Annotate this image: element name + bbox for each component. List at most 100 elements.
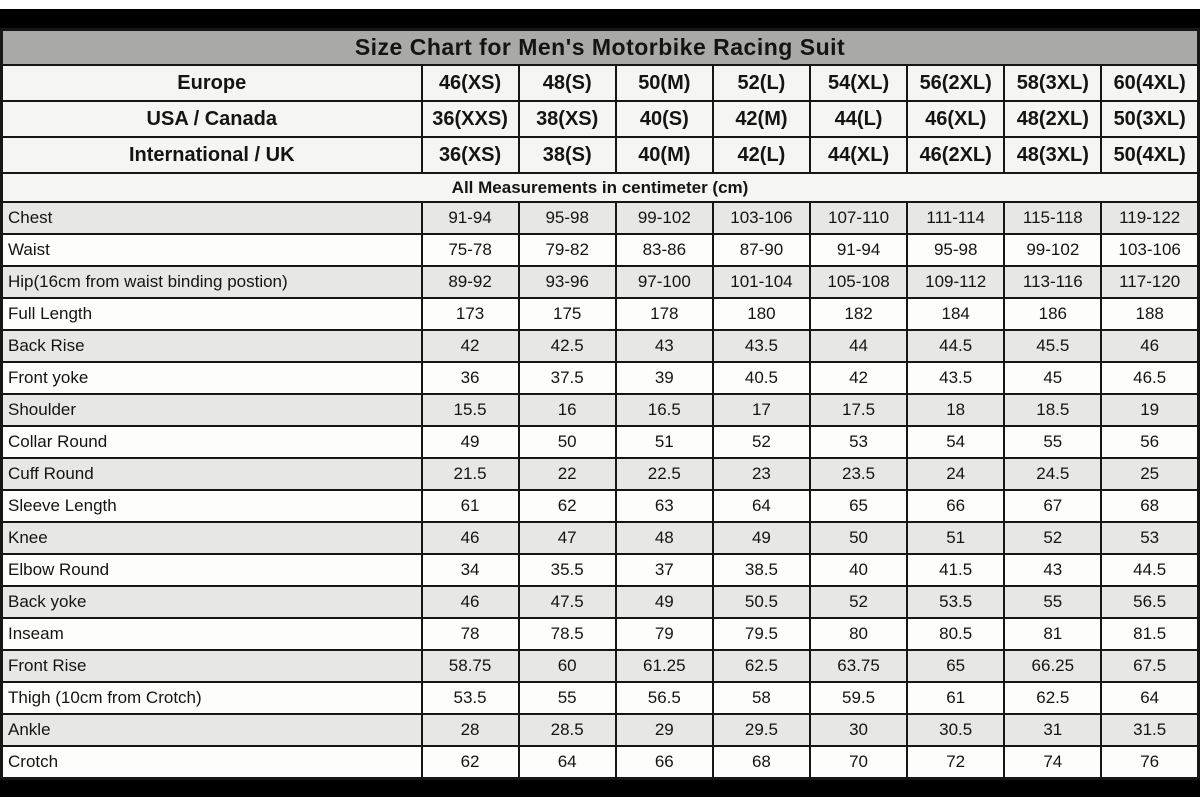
- measurement-value-cell: 44.5: [1100, 553, 1200, 587]
- measurement-value-cell: 67.5: [1100, 649, 1200, 683]
- table-row: Crotch 62 64 66 68 70 72 74 76: [0, 745, 1200, 780]
- measurement-value-cell: 67: [1003, 489, 1103, 523]
- measurement-value-cell: 31: [1003, 713, 1103, 747]
- measurement-value-cell: 62: [420, 745, 520, 780]
- measurement-value-cell: 30.5: [906, 713, 1006, 747]
- top-black-bar: [0, 9, 1200, 28]
- size-system-label: USA / Canada: [0, 100, 423, 138]
- measurement-value-cell: 46: [1100, 329, 1200, 363]
- measurement-value-cell: 61.25: [614, 649, 714, 683]
- measurement-value-cell: 62.5: [711, 649, 812, 683]
- measurement-value-cell: 22.5: [614, 457, 714, 491]
- measurement-value-cell: 87-90: [711, 233, 812, 267]
- size-cell: 46(XS): [420, 64, 520, 102]
- table-row: Back yoke 46 47.5 49 50.5 52 53.5 55 56.5: [0, 585, 1200, 619]
- size-cell: 50(4XL): [1100, 136, 1200, 174]
- measurement-value-cell: 63: [614, 489, 714, 523]
- measurement-value-cell: 95-98: [517, 201, 617, 235]
- measurement-value-cell: 47.5: [517, 585, 617, 619]
- measurement-value-cell: 31.5: [1100, 713, 1200, 747]
- size-chart-body: Size Chart for Men's Motorbike Racing Su…: [0, 28, 1200, 780]
- measurement-value-cell: 46: [420, 521, 520, 555]
- measurement-value-cell: 101-104: [711, 265, 812, 299]
- measurement-value-cell: 109-112: [906, 265, 1006, 299]
- measurement-value-cell: 43: [614, 329, 714, 363]
- measurement-value-cell: 68: [711, 745, 812, 780]
- measurement-value-cell: 66.25: [1003, 649, 1103, 683]
- table-row: Elbow Round 34 35.5 37 38.5 40 41.5 43 44.5: [0, 553, 1200, 587]
- table-row: Inseam 78 78.5 79 79.5 80 80.5 81 81.5: [0, 617, 1200, 651]
- measurement-value-cell: 48: [614, 521, 714, 555]
- measurement-value-cell: 103-106: [1100, 233, 1200, 267]
- measurement-value-cell: 65: [808, 489, 909, 523]
- table-row: Hip(16cm from waist binding postion) 89-9…: [0, 265, 1200, 299]
- measurement-value-cell: 186: [1003, 297, 1103, 331]
- measurement-value-cell: 72: [906, 745, 1006, 780]
- size-cell: 48(2XL): [1003, 100, 1103, 138]
- measurement-label: Front yoke: [0, 361, 423, 395]
- measurement-value-cell: 76: [1100, 745, 1200, 780]
- measurement-value-cell: 41.5: [906, 553, 1006, 587]
- measurement-label: Full Length: [0, 297, 423, 331]
- table-row: Full Length 173 175 178 180 182 184 186 188: [0, 297, 1200, 331]
- measurement-label: Chest: [0, 201, 423, 235]
- size-cell: 38(XS): [517, 100, 617, 138]
- measurement-value-cell: 18.5: [1003, 393, 1103, 427]
- measurement-value-cell: 45: [1003, 361, 1103, 395]
- measurement-label: Front Rise: [0, 649, 423, 683]
- measurement-value-cell: 79: [614, 617, 714, 651]
- measurement-value-cell: 49: [614, 585, 714, 619]
- measurement-value-cell: 58.75: [420, 649, 520, 683]
- measurement-value-cell: 64: [711, 489, 812, 523]
- size-cell: 48(S): [517, 64, 617, 102]
- measurement-value-cell: 51: [614, 425, 714, 459]
- measurement-value-cell: 24: [906, 457, 1006, 491]
- size-cell: 48(3XL): [1003, 136, 1103, 174]
- measurement-value-cell: 18: [906, 393, 1006, 427]
- measurement-value-cell: 173: [420, 297, 520, 331]
- measurement-value-cell: 28.5: [517, 713, 617, 747]
- table-row: Front yoke 36 37.5 39 40.5 42 43.5 45 46.5: [0, 361, 1200, 395]
- measurement-label: Inseam: [0, 617, 423, 651]
- size-cell: 50(3XL): [1100, 100, 1200, 138]
- measurement-value-cell: 175: [517, 297, 617, 331]
- measurement-value-cell: 40: [808, 553, 909, 587]
- measurement-value-cell: 107-110: [808, 201, 909, 235]
- size-system-row-international-uk: International / UK 36(XS) 38(S) 40(M) 42(L)…: [0, 136, 1200, 174]
- measurement-value-cell: 56.5: [1100, 585, 1200, 619]
- measurement-value-cell: 43.5: [906, 361, 1006, 395]
- measurement-value-cell: 55: [517, 681, 617, 715]
- measurement-value-cell: 50: [808, 521, 909, 555]
- table-row: Waist 75-78 79-82 83-86 87-90 91-94 95-98 99-10…: [0, 233, 1200, 267]
- size-cell: 36(XXS): [420, 100, 520, 138]
- measurement-label: Ankle: [0, 713, 423, 747]
- measurement-label: Thigh (10cm from Crotch): [0, 681, 423, 715]
- measurement-label: Crotch: [0, 745, 423, 780]
- measurement-label: Sleeve Length: [0, 489, 423, 523]
- measurement-value-cell: 23.5: [808, 457, 909, 491]
- measurement-value-cell: 49: [420, 425, 520, 459]
- measurement-value-cell: 81: [1003, 617, 1103, 651]
- measurement-value-cell: 58: [711, 681, 812, 715]
- measurement-value-cell: 38.5: [711, 553, 812, 587]
- measurement-value-cell: 24.5: [1003, 457, 1103, 491]
- size-cell: 54(XL): [808, 64, 909, 102]
- size-cell: 44(XL): [808, 136, 909, 174]
- measurement-value-cell: 95-98: [906, 233, 1006, 267]
- measurement-value-cell: 105-108: [808, 265, 909, 299]
- measurement-value-cell: 43.5: [711, 329, 812, 363]
- measurement-value-cell: 34: [420, 553, 520, 587]
- measurement-value-cell: 39: [614, 361, 714, 395]
- measurement-value-cell: 28: [420, 713, 520, 747]
- measurement-value-cell: 45.5: [1003, 329, 1103, 363]
- measurement-value-cell: 64: [517, 745, 617, 780]
- measurement-value-cell: 29.5: [711, 713, 812, 747]
- measurement-value-cell: 47: [517, 521, 617, 555]
- measurement-value-cell: 17: [711, 393, 812, 427]
- measurement-value-cell: 52: [1003, 521, 1103, 555]
- title-row: Size Chart for Men's Motorbike Racing Su…: [0, 28, 1200, 66]
- measurement-value-cell: 182: [808, 297, 909, 331]
- measurement-value-cell: 70: [808, 745, 909, 780]
- size-system-label: International / UK: [0, 136, 423, 174]
- size-system-row-europe: Europe 46(XS) 48(S) 50(M) 52(L) 54(XL) 56(2XL…: [0, 64, 1200, 102]
